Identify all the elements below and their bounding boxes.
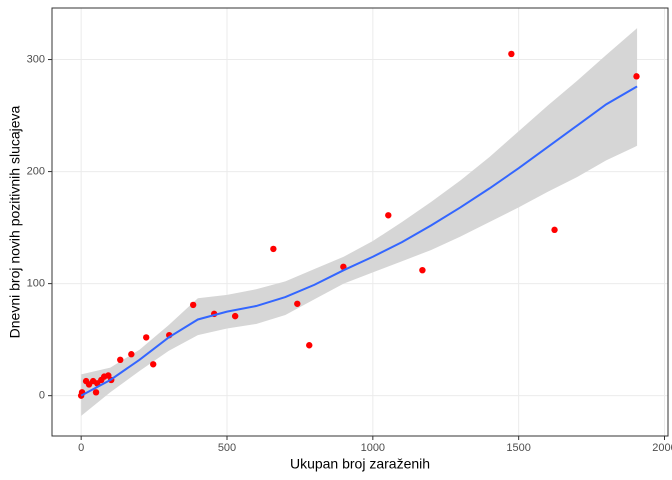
confidence-band: [81, 28, 638, 416]
point: [508, 50, 515, 58]
x-tick-label: 1000: [361, 442, 385, 454]
y-tick-label: 0: [39, 390, 45, 402]
x-tick-label: 1500: [506, 442, 530, 454]
panel-border: [51, 7, 669, 437]
point: [92, 389, 100, 396]
point: [143, 334, 150, 341]
point: [306, 342, 313, 349]
smooth-line: [80, 85, 638, 397]
x-tick-label: 0: [78, 442, 84, 454]
x-axis-title: Ukupan broj zaraženih: [290, 456, 430, 472]
point: [150, 361, 157, 368]
x-tick-label: 500: [218, 442, 236, 454]
y-tick-label: 200: [27, 165, 45, 177]
point: [117, 356, 124, 364]
point: [294, 300, 301, 307]
point: [551, 226, 558, 234]
point: [633, 73, 640, 80]
y-axis-title: Dnevni broj novih pozitivnih slucajeva: [7, 105, 23, 338]
point: [419, 266, 426, 274]
point: [270, 245, 277, 253]
point: [385, 212, 392, 219]
y-tick-label: 300: [27, 53, 45, 65]
point: [128, 351, 135, 358]
y-tick-label: 100: [27, 278, 45, 290]
point: [231, 312, 239, 320]
point: [340, 263, 347, 271]
point: [189, 301, 197, 309]
